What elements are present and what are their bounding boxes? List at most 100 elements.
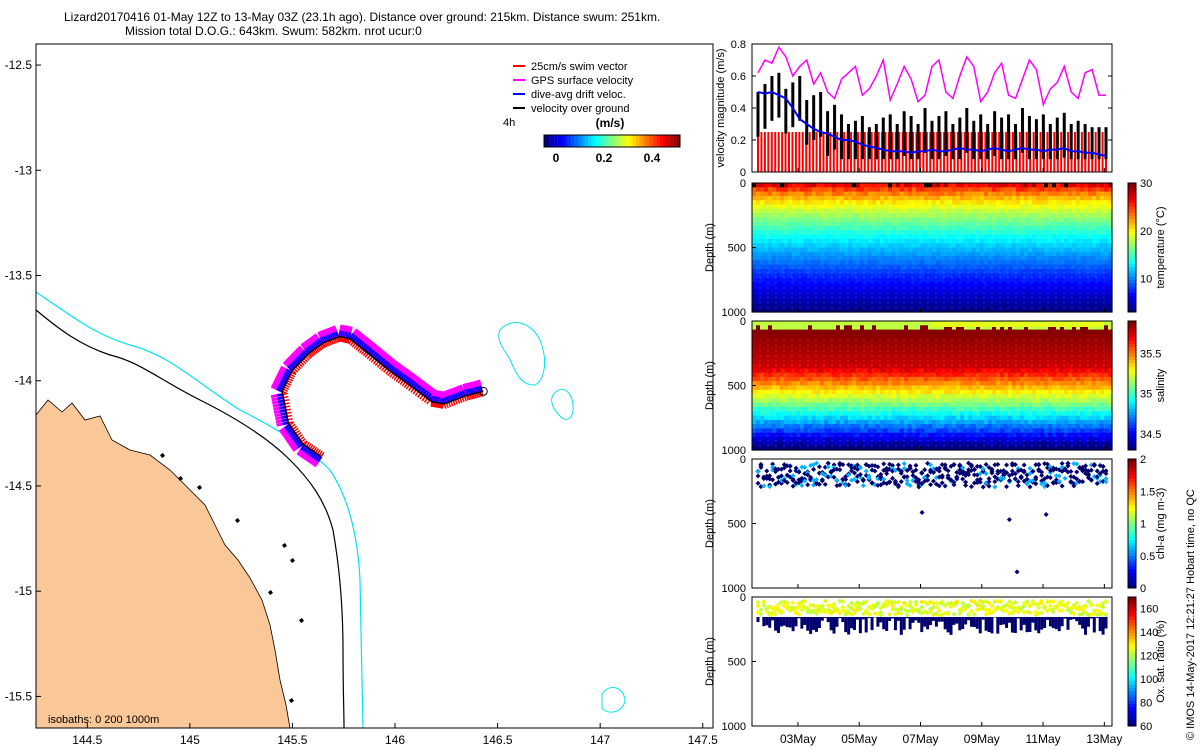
colorbar-tick-label: 0 xyxy=(553,151,560,165)
x-tick-label: 147 xyxy=(590,733,610,747)
colorbar-cell xyxy=(656,135,660,147)
colorbar-cell xyxy=(649,135,653,147)
island xyxy=(160,453,165,458)
colorbar-cell xyxy=(601,135,606,147)
island xyxy=(268,590,273,595)
swim-vector xyxy=(421,396,426,402)
swim-vector xyxy=(412,389,417,395)
colorbar-cell xyxy=(588,135,592,147)
swim-vector xyxy=(376,363,382,368)
drift-velocity-vector xyxy=(282,421,289,426)
swim-vector xyxy=(459,397,463,403)
land-mass xyxy=(35,399,291,729)
swim-vector xyxy=(410,387,415,393)
colorbar-cell xyxy=(629,135,633,147)
legend-label: dive-avg drift veloc. xyxy=(531,89,626,101)
swim-vector xyxy=(445,402,449,408)
swim-vector xyxy=(287,417,293,421)
swim-vector xyxy=(286,414,293,418)
x-tick-label: 146.5 xyxy=(483,733,513,747)
drift-velocity-vector xyxy=(277,396,284,400)
legend-label: velocity over ground xyxy=(531,103,629,115)
swim-vector xyxy=(414,391,420,397)
swim-vector xyxy=(372,359,378,365)
colorbar-cell xyxy=(557,135,562,147)
drift-velocity-vector xyxy=(280,415,288,419)
colorbar-cell xyxy=(547,135,551,147)
swim-vector xyxy=(419,394,424,400)
swim-vector xyxy=(293,427,299,432)
colorbar-cell xyxy=(567,135,572,147)
colorbar-cell xyxy=(550,135,555,147)
legend-label: 25cm/s swim vector xyxy=(531,61,628,73)
swim-vector xyxy=(457,398,461,404)
colorbar-cell xyxy=(646,135,650,147)
colorbar-cell xyxy=(578,135,582,147)
colorbar-cell xyxy=(564,135,568,147)
colorbar-cell xyxy=(598,135,602,147)
swim-vector xyxy=(426,399,431,405)
swim-vector xyxy=(296,432,302,437)
island xyxy=(235,518,240,523)
drift-velocity-vector xyxy=(280,412,287,416)
drift-velocity-vector xyxy=(277,399,285,404)
x-tick-label: 145 xyxy=(180,733,200,747)
colorbar-title: (m/s) xyxy=(596,116,625,130)
x-tick-label: 147.5 xyxy=(688,733,718,747)
x-tick-label: 145.5 xyxy=(277,733,307,747)
x-tick-label: 144.5 xyxy=(72,733,102,747)
drift-velocity-vector xyxy=(278,402,285,407)
colorbar-cell xyxy=(642,135,647,147)
colorbar-cell xyxy=(669,135,674,147)
colorbar-cell xyxy=(605,135,609,147)
y-tick-label: -14 xyxy=(15,374,33,388)
colorbar-cell xyxy=(612,135,616,147)
swim-vector xyxy=(366,354,371,360)
y-tick-label: -13.5 xyxy=(5,269,33,283)
y-tick-label: -15 xyxy=(15,584,33,598)
swim-vector xyxy=(297,434,303,439)
y-tick-label: -14.5 xyxy=(5,479,33,493)
colorbar-cell xyxy=(673,135,677,147)
colorbar-cell xyxy=(581,135,585,147)
swim-vector xyxy=(423,397,429,403)
colorbar-cell xyxy=(663,135,667,147)
reef-outline xyxy=(551,388,574,420)
colorbar-cell xyxy=(659,135,664,147)
y-tick-label: -12.5 xyxy=(5,58,33,72)
swim-vector xyxy=(448,401,452,408)
swim-vector xyxy=(374,361,380,367)
colorbar-cell xyxy=(615,135,619,147)
legend-label: GPS surface velocity xyxy=(531,75,634,87)
y-tick-label: -15.5 xyxy=(5,689,33,703)
drift-velocity-vector xyxy=(276,393,284,397)
colorbar-cell xyxy=(554,135,558,147)
swim-vector xyxy=(463,396,468,402)
colorbar-cell xyxy=(622,135,626,147)
swim-vector xyxy=(292,425,298,430)
colorbar-cell xyxy=(632,135,636,147)
swim-vector xyxy=(290,423,296,428)
swim-vector xyxy=(285,405,291,408)
island xyxy=(282,543,287,548)
swim-vector xyxy=(300,438,306,443)
swim-vector xyxy=(408,386,413,392)
isobath-label: isobaths: 0 200 1000m xyxy=(48,714,159,726)
swim-vector xyxy=(378,364,384,370)
swim-vector xyxy=(299,436,305,441)
colorbar-cell xyxy=(544,135,548,147)
island xyxy=(290,558,295,563)
drift-velocity-vector xyxy=(279,408,287,413)
colorbar-cell xyxy=(595,135,599,147)
swim-vector xyxy=(368,356,374,362)
swim-vector xyxy=(417,392,422,398)
swim-vector xyxy=(472,393,476,399)
colorbar-cell xyxy=(591,135,596,147)
swim-vector xyxy=(452,400,456,406)
colorbar-cell xyxy=(635,135,640,147)
colorbar-cell xyxy=(666,135,670,147)
drift-velocity-vector xyxy=(281,418,288,423)
colorbar-cell xyxy=(625,135,630,147)
colorbar-cell xyxy=(639,135,643,147)
